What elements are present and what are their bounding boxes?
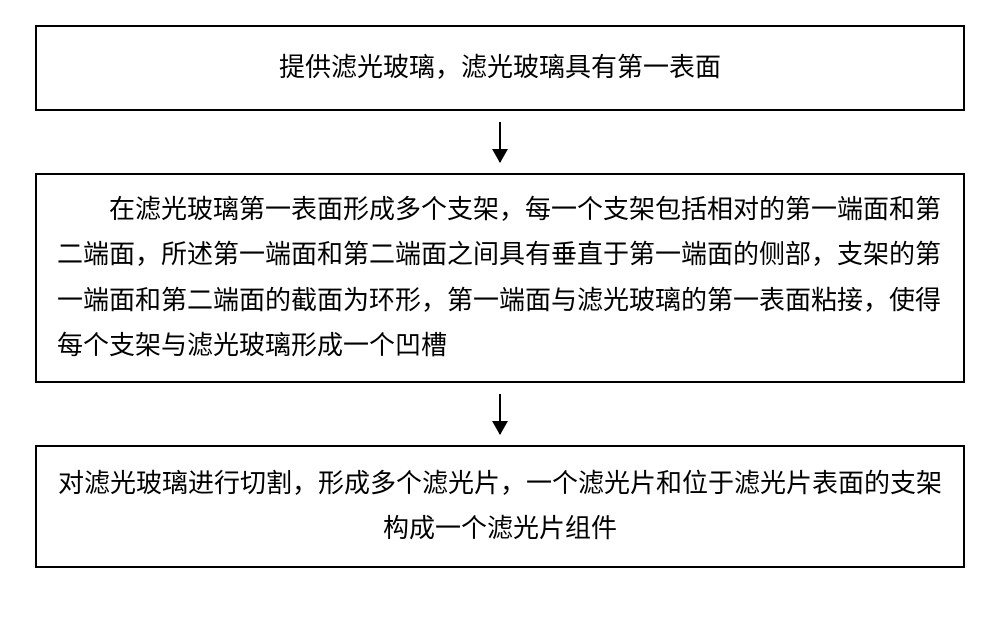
flow-step-3: 对滤光玻璃进行切割，形成多个滤光片，一个滤光片和位于滤光片表面的支架构成一个滤光… (35, 445, 965, 568)
flowchart-container: 提供滤光玻璃，滤光玻璃具有第一表面 在滤光玻璃第一表面形成多个支架，每一个支架包… (35, 25, 965, 568)
flow-arrow-1 (35, 111, 965, 173)
flow-arrow-2 (35, 383, 965, 445)
flow-step-3-text: 对滤光玻璃进行切割，形成多个滤光片，一个滤光片和位于滤光片表面的支架构成一个滤光… (58, 469, 942, 544)
flow-step-2: 在滤光玻璃第一表面形成多个支架，每一个支架包括相对的第一端面和第二端面，所述第一… (35, 173, 965, 383)
flow-step-2-text: 在滤光玻璃第一表面形成多个支架，每一个支架包括相对的第一端面和第二端面，所述第一… (57, 187, 943, 369)
flow-step-1: 提供滤光玻璃，滤光玻璃具有第一表面 (35, 25, 965, 111)
flow-step-1-text: 提供滤光玻璃，滤光玻璃具有第一表面 (279, 53, 721, 82)
